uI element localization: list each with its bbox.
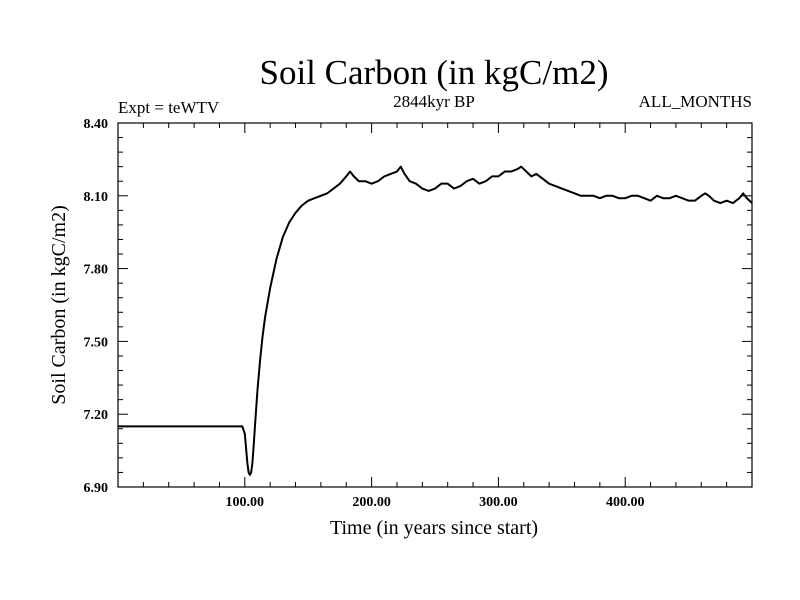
y-tick-label: 8.10 (84, 190, 109, 205)
y-tick-label: 8.40 (84, 117, 109, 132)
soil-carbon-line (118, 165, 753, 476)
axis-ticks (118, 123, 752, 487)
x-tick-label: 100.00 (226, 495, 265, 510)
x-tick-label: 200.00 (352, 495, 391, 510)
x-tick-label: 400.00 (606, 495, 645, 510)
tick-labels: 100.00 200.00 300.00 400.00 6.90 7.20 7.50 7.80… (84, 117, 645, 510)
x-tick-label: 300.00 (479, 495, 518, 510)
months-label: ALL_MONTHS (639, 92, 752, 111)
chart-title: Soil Carbon (in kgC/m2) (259, 53, 608, 92)
y-axis-label: Soil Carbon (in kgC/m2) (48, 205, 70, 404)
y-tick-label: 6.90 (84, 481, 109, 496)
chart-subtitle: 2844kyr BP (393, 92, 475, 111)
x-axis-label: Time (in years since start) (330, 517, 538, 539)
experiment-label: Expt = teWTV (118, 98, 220, 117)
y-tick-label: 7.50 (84, 335, 109, 350)
y-tick-label: 7.20 (84, 408, 109, 423)
y-tick-label: 7.80 (84, 263, 109, 278)
plot-frame (117, 122, 753, 488)
